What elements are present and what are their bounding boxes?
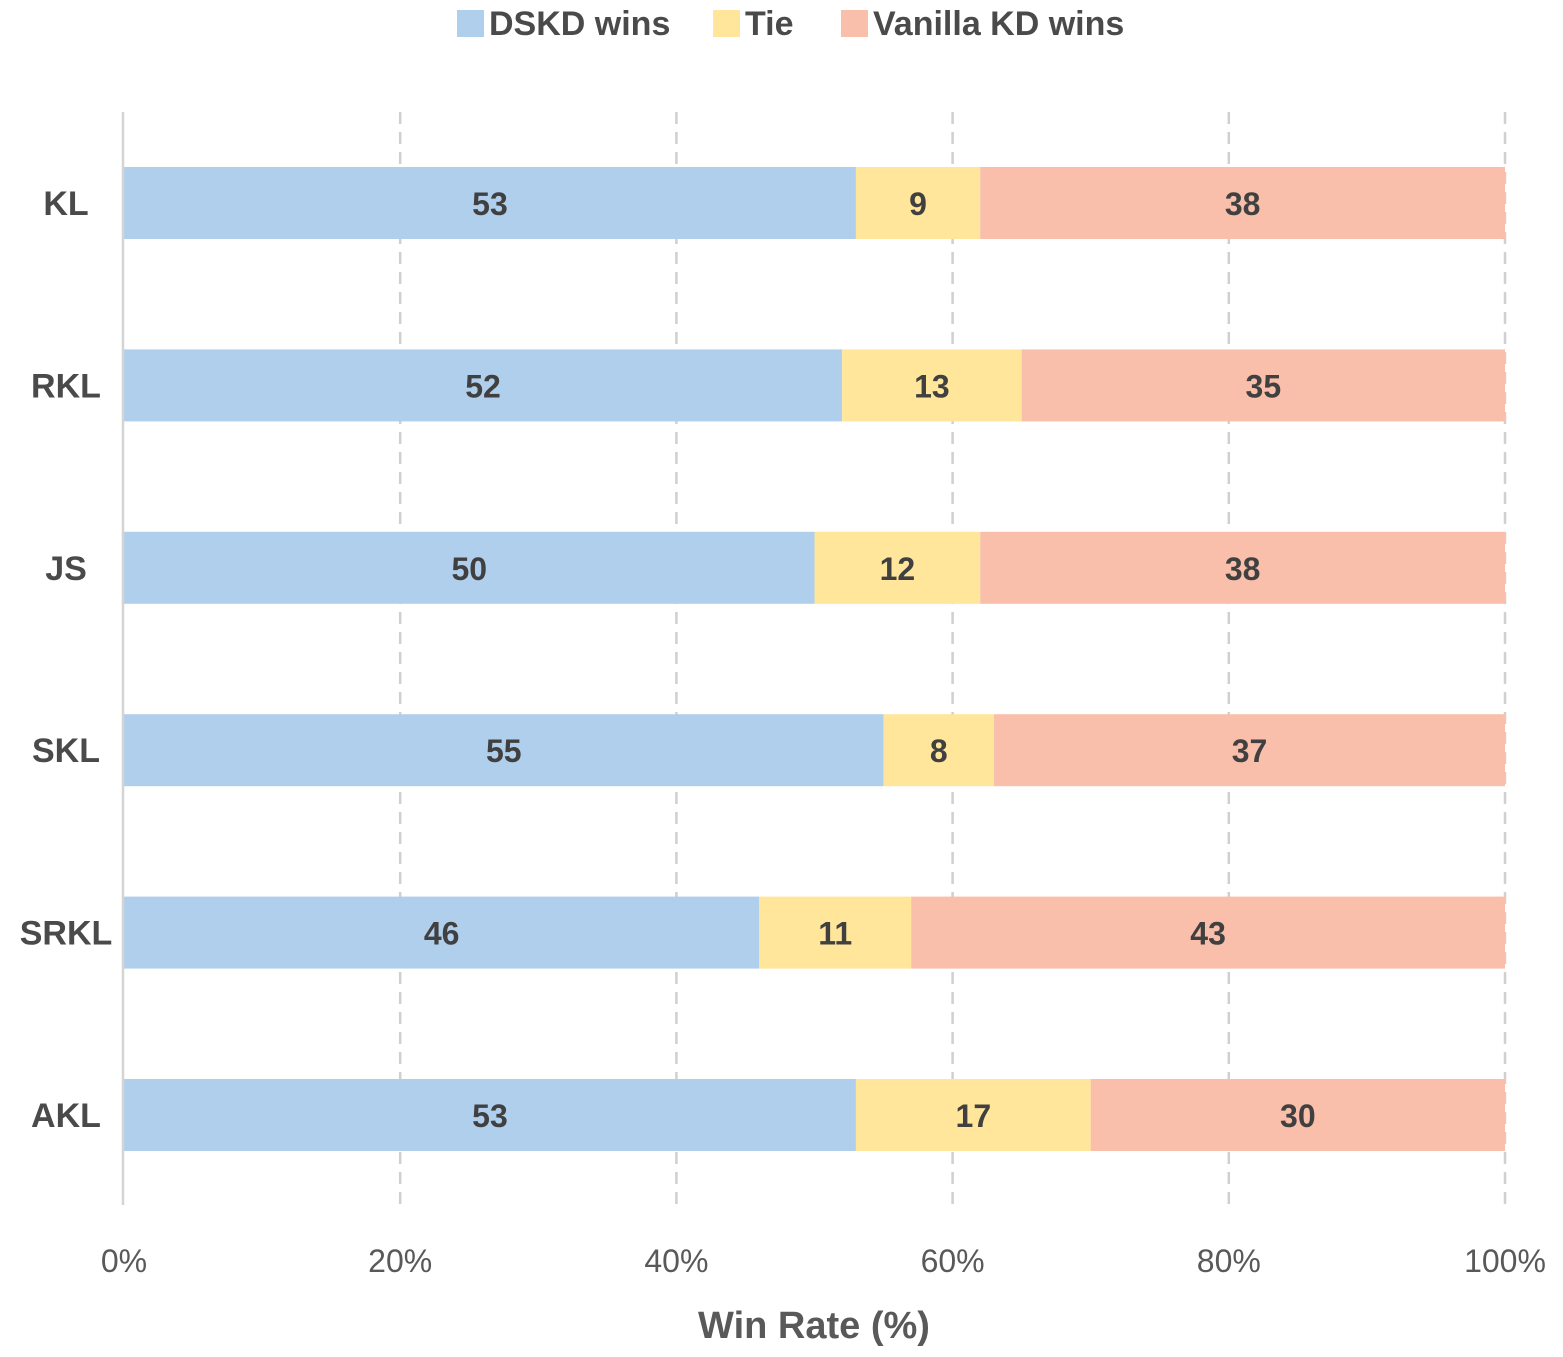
category-label: KL <box>43 185 88 223</box>
bar-segment <box>980 531 1505 604</box>
x-tick-label: 60% <box>921 1243 985 1279</box>
bar-segment <box>994 714 1505 787</box>
data-label: 43 <box>1190 916 1226 952</box>
data-label: 55 <box>486 733 522 769</box>
data-label: 52 <box>465 368 501 404</box>
x-tick-label: 80% <box>1197 1243 1261 1279</box>
x-tick-label: 100% <box>1464 1243 1546 1279</box>
data-label: 17 <box>956 1098 992 1134</box>
category-label: AKL <box>31 1097 101 1135</box>
legend: DSKD wins Tie Vanilla KD wins <box>457 5 1124 43</box>
gridlines <box>398 112 1507 1205</box>
x-axis-ticks: 0% 20% 40% 60% 80% 100% <box>101 1243 1546 1279</box>
category-label: SKL <box>32 732 100 770</box>
legend-label: DSKD wins <box>489 5 670 43</box>
y-axis: KL RKL JS SKL SRKL AKL <box>20 112 125 1205</box>
bar-segment <box>124 1079 856 1151</box>
bar-segment <box>124 167 856 239</box>
bar-segment <box>1090 1079 1505 1151</box>
legend-label: Tie <box>745 5 794 43</box>
legend-swatch <box>457 10 484 37</box>
data-label: 11 <box>818 916 852 952</box>
data-label: 8 <box>930 733 948 769</box>
legend-swatch <box>713 10 740 37</box>
data-label: 50 <box>451 551 487 587</box>
x-tick-label: 20% <box>368 1243 432 1279</box>
data-label: 38 <box>1225 186 1261 222</box>
legend-swatch <box>841 10 868 37</box>
data-label: 53 <box>472 186 508 222</box>
data-label: 13 <box>914 368 950 404</box>
category-label: JS <box>45 550 87 588</box>
bar-segment <box>855 167 981 239</box>
bar-segment <box>842 349 1022 422</box>
bar-segment <box>814 531 981 604</box>
data-label: 37 <box>1232 733 1268 769</box>
bar-segment <box>124 531 815 604</box>
bar-segment <box>980 167 1505 239</box>
data-label: 9 <box>909 186 927 222</box>
x-axis-label: Win Rate (%) <box>698 1305 930 1347</box>
x-tick-label: 0% <box>101 1243 147 1279</box>
bar-segment <box>124 896 760 969</box>
bar-segment <box>124 349 843 422</box>
bar-segment <box>855 1079 1091 1151</box>
data-label: 38 <box>1225 551 1261 587</box>
bar-segment <box>1021 349 1505 422</box>
category-label: RKL <box>31 367 101 405</box>
x-tick-label: 40% <box>644 1243 708 1279</box>
data-label: 46 <box>424 916 460 952</box>
data-label: 53 <box>472 1098 508 1134</box>
legend-label: Vanilla KD wins <box>873 5 1124 43</box>
bar-segment <box>759 896 912 969</box>
data-label: 12 <box>880 551 916 587</box>
data-label: 30 <box>1280 1098 1316 1134</box>
bar-segment <box>124 714 884 787</box>
category-label: SRKL <box>20 915 113 953</box>
bar-segment <box>911 896 1505 969</box>
bar-segment <box>883 714 995 787</box>
bars: 53 9 38 52 13 35 50 12 38 55 8 37 46 11 43 53 17 30 <box>124 167 1505 1151</box>
data-label: 35 <box>1246 368 1282 404</box>
